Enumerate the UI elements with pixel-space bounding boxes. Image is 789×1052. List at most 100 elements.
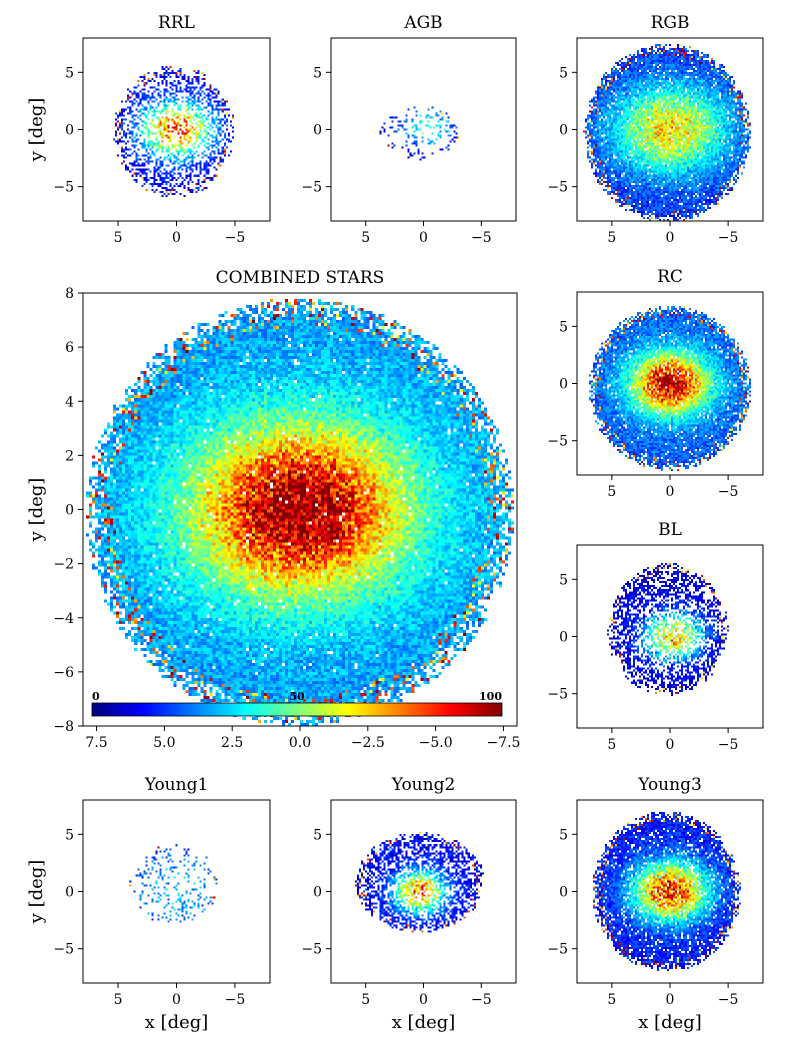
panel-rrl: 5 0 −5 5 0 −5 RRL y [deg] [26, 13, 271, 246]
x-tick-label-young3: −5 [718, 992, 739, 1008]
x-tick-label-young1: 5 [114, 992, 123, 1008]
panel-title-bl: BL [658, 520, 682, 540]
x-tick-label-combined: 7.5 [85, 735, 107, 751]
y-tick-label-rgb: 5 [559, 65, 568, 81]
y-tick-label-combined: 0 [65, 503, 74, 519]
y-tick-label-bl: −5 [547, 687, 568, 703]
y-tick-label-combined: −2 [53, 557, 74, 573]
x-tick-label-young1: −5 [225, 992, 246, 1008]
x-axis-label-young1: x [deg] [145, 1012, 209, 1033]
x-tick-label-young2: 5 [361, 992, 370, 1008]
panel-young3: 5 0 −5 5 0 −5 Young3 x [deg] [547, 775, 764, 1033]
y-tick-label-rrl: −5 [53, 180, 74, 196]
x-tick-label-agb: 0 [419, 230, 428, 246]
x-axis-label-young3: x [deg] [638, 1012, 702, 1033]
x-tick-label-agb: −5 [471, 230, 492, 246]
y-axis-label-combined: y [deg] [26, 478, 47, 543]
panel-title-rrl: RRL [158, 13, 195, 33]
y-tick-label-young3: −5 [547, 942, 568, 958]
y-tick-label-rgb: −5 [547, 180, 568, 196]
colorbar-min-label: 0 [92, 690, 100, 703]
colorbar-mid-label: 50 [289, 690, 305, 703]
y-tick-label-young1: 0 [65, 885, 74, 901]
panel-title-rgb: RGB [651, 13, 690, 33]
x-axis-label-young2: x [deg] [392, 1012, 456, 1033]
y-axis-label-rrl: y [deg] [26, 98, 47, 163]
panel-title-agb: AGB [403, 13, 442, 33]
x-tick-label-combined: 0.0 [289, 735, 311, 751]
y-tick-label-young2: −5 [301, 942, 322, 958]
y-tick-label-agb: 5 [313, 65, 322, 81]
panel-rc: 5 0 −5 5 0 −5 RC [547, 267, 764, 500]
heatmap-rgb [577, 38, 763, 221]
panel-title-rc: RC [657, 267, 683, 287]
heatmap-rc [577, 292, 763, 475]
x-tick-label-combined: 5.0 [153, 735, 175, 751]
heatmap-combined [83, 293, 517, 726]
x-tick-label-young1: 0 [172, 992, 181, 1008]
panel-young2: 5 0 −5 5 0 −5 Young2 x [deg] [301, 775, 517, 1033]
x-tick-label-young2: 0 [419, 992, 428, 1008]
panel-agb: 5 0 −5 5 0 −5 AGB [301, 13, 517, 246]
x-tick-label-rgb: 0 [666, 230, 675, 246]
panel-rgb: 5 0 −5 5 0 −5 RGB [547, 13, 764, 246]
y-tick-label-rrl: 0 [65, 123, 74, 139]
heatmap-young2 [331, 800, 516, 983]
y-tick-label-combined: 2 [65, 448, 74, 464]
heatmap-young3 [577, 800, 763, 983]
x-tick-label-agb: 5 [361, 230, 370, 246]
panel-title-combined: COMBINED STARS [216, 268, 385, 288]
y-tick-label-young3: 0 [559, 885, 568, 901]
panel-combined: 7.5 5.0 2.5 0.0 −2.5 −5.0 −7.5 8 6 4 2 0 −2 −4 −6 −8 COM… [26, 268, 520, 751]
y-tick-label-combined: 8 [65, 286, 74, 302]
y-axis-label-young1: y [deg] [26, 860, 47, 925]
panel-title-young1: Young1 [144, 775, 209, 795]
y-tick-label-young1: −5 [53, 942, 74, 958]
y-tick-label-combined: 4 [65, 394, 74, 410]
x-tick-label-rc: 0 [666, 484, 675, 500]
y-tick-label-rgb: 0 [559, 123, 568, 139]
colorbar: 0 50 100 [91, 690, 503, 717]
x-tick-label-combined: −5.0 [419, 735, 453, 751]
x-tick-label-young3: 5 [607, 992, 616, 1008]
x-tick-label-rc: −5 [718, 484, 739, 500]
heatmap-bl [577, 545, 763, 728]
x-tick-label-young3: 0 [666, 992, 675, 1008]
y-tick-label-bl: 5 [559, 572, 568, 588]
colorbar-max-label: 100 [479, 690, 502, 703]
x-tick-label-combined: −2.5 [351, 735, 385, 751]
panel-title-young2: Young2 [391, 775, 456, 795]
panel-title-young3: Young3 [637, 775, 702, 795]
y-tick-label-rc: 5 [559, 319, 568, 335]
heatmap-young1 [83, 800, 270, 983]
y-tick-label-young3: 5 [559, 827, 568, 843]
x-tick-label-young2: −5 [471, 992, 492, 1008]
x-tick-label-rgb: −5 [718, 230, 739, 246]
x-tick-label-rrl: 5 [114, 230, 123, 246]
x-tick-label-rc: 5 [607, 484, 616, 500]
y-tick-label-combined: 6 [65, 340, 74, 356]
colorbar-bar [91, 702, 503, 717]
y-tick-label-young2: 0 [313, 885, 322, 901]
x-tick-label-bl: 5 [607, 737, 616, 753]
y-tick-label-combined: −6 [53, 665, 74, 681]
x-tick-label-bl: 0 [666, 737, 675, 753]
x-tick-label-combined: 2.5 [221, 735, 243, 751]
x-tick-label-rrl: −5 [225, 230, 246, 246]
y-tick-label-rrl: 5 [65, 65, 74, 81]
heatmap-agb [331, 38, 516, 221]
panel-young1: 5 0 −5 5 0 −5 Young1 y [deg] x [deg] [26, 775, 271, 1033]
x-tick-label-rgb: 5 [607, 230, 616, 246]
y-tick-label-bl: 0 [559, 630, 568, 646]
y-tick-label-young1: 5 [65, 827, 74, 843]
y-tick-label-combined: −8 [53, 719, 74, 735]
y-tick-label-rc: −5 [547, 434, 568, 450]
heatmap-rrl [83, 38, 270, 221]
x-tick-label-rrl: 0 [172, 230, 181, 246]
x-tick-label-combined: −7.5 [486, 735, 520, 751]
y-tick-label-combined: −4 [53, 611, 74, 627]
panel-bl: 5 0 −5 5 0 −5 BL [547, 520, 764, 753]
y-tick-label-agb: 0 [313, 123, 322, 139]
